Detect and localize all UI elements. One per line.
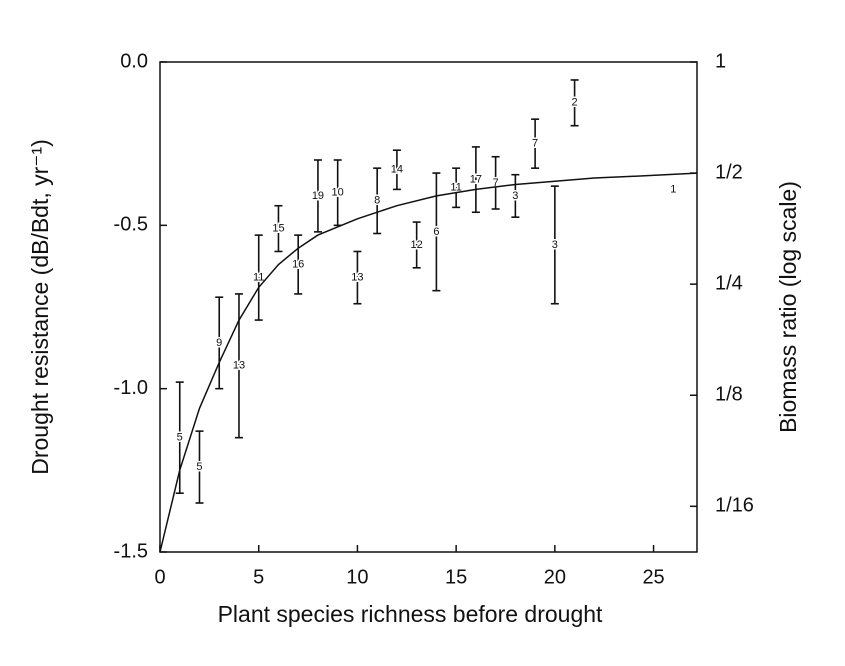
error-bar [392,149,401,191]
error-bar [195,430,204,504]
error-bar [432,172,441,292]
x-tick-label: 25 [642,566,664,588]
error-bar [353,250,362,305]
y-tick-label: -0.5 [114,214,148,236]
y-tick-label: -1.5 [114,540,148,562]
error-bar [373,167,382,235]
point-label: 1 [670,183,676,195]
point-label: 7 [493,177,499,189]
point-label: 9 [216,337,222,349]
y2-axis-title: Biomass ratio (log scale) [775,181,801,433]
error-bar [215,296,224,390]
point-label: 19 [312,190,324,202]
error-bar [511,173,520,218]
point-label: 17 [470,174,482,186]
point-label: 14 [391,164,403,176]
error-bar [294,234,303,295]
point-label: 11 [253,272,264,284]
y2-tick-label: 1 [715,50,726,72]
point-label: 2 [572,97,578,109]
point-label: 16 [292,258,304,270]
error-bar [313,159,322,233]
point-label: 13 [351,272,363,284]
x-tick-label: 0 [154,566,165,588]
error-bar [570,79,579,127]
y2-tick-label: 1/2 [715,161,743,183]
y2-tick-label: 1/16 [715,495,754,517]
x-tick-label: 10 [346,566,368,588]
point-label: 3 [512,190,518,202]
x-tick-label: 15 [445,566,467,588]
point-label: 5 [196,461,202,473]
y2-tick-label: 1/8 [715,384,743,406]
error-bar [550,185,559,305]
x-tick-label: 5 [253,566,264,588]
error-bar [234,293,243,439]
point-label: 12 [411,239,423,251]
point-label: 5 [177,432,183,444]
point-label: 6 [433,226,439,238]
x-axis-title: Plant species richness before drought [218,601,603,627]
point-label: 7 [532,138,538,150]
error-bar [452,167,461,209]
y2-tick-label: 1/4 [715,272,743,294]
error-bar [254,234,263,321]
fit-curve [159,172,698,553]
y-tick-label: -1.0 [114,377,148,399]
error-bar [531,118,540,169]
error-bar [412,221,421,269]
error-bar [491,155,500,210]
y-tick-label: 0.0 [120,50,148,72]
point-label: 8 [374,195,380,207]
x-tick-label: 20 [544,566,566,588]
error-bar [274,204,283,253]
error-bar [175,381,184,495]
point-label: 3 [552,239,558,251]
point-label: 13 [233,360,245,372]
y-axis-title: Drought resistance (dB/Bdt, yr⁻¹) [27,139,53,475]
point-label: 10 [332,187,344,199]
point-label: 15 [272,223,284,235]
plot-frame [159,61,698,553]
error-bar [471,146,480,214]
